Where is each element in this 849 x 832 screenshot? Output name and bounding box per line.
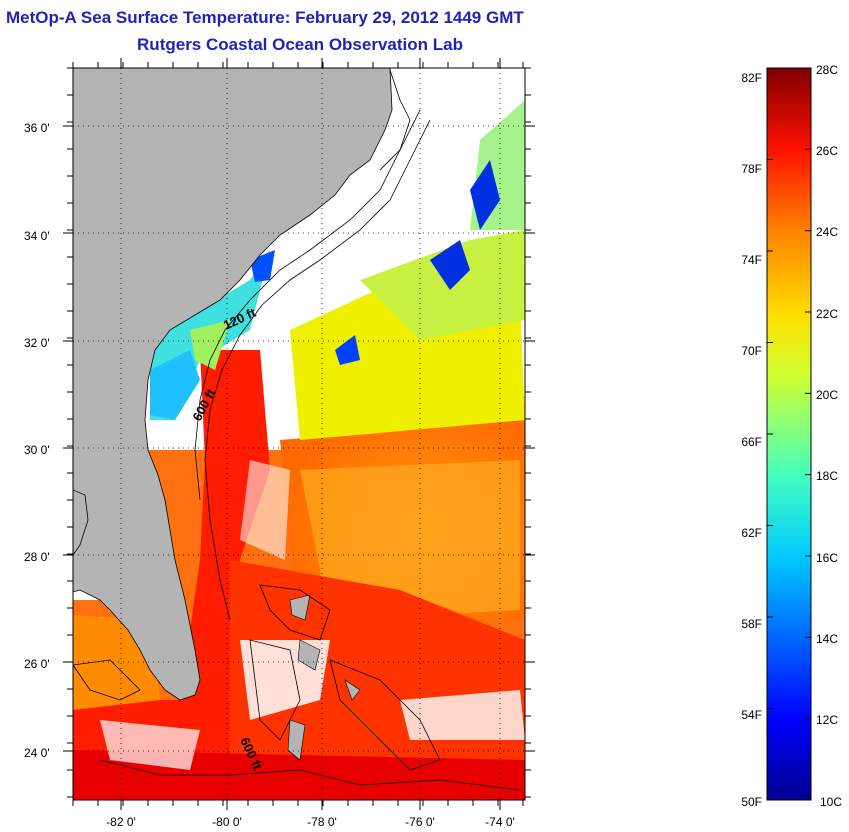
longitude-labels: -82 0' -80 0' -78 0' -76 0' -74 0' bbox=[106, 815, 515, 829]
colorbar-f-label: 82F bbox=[741, 71, 762, 85]
colorbar-c-label: 28C bbox=[816, 63, 838, 77]
lat-label: 34 0' bbox=[24, 229, 50, 243]
colorbar-c-label: 12C bbox=[816, 713, 838, 727]
colorbar-gradient bbox=[766, 67, 812, 801]
map-ticks bbox=[63, 58, 535, 810]
colorbar-c-label: 10C bbox=[820, 795, 842, 809]
lat-label: 28 0' bbox=[24, 550, 50, 564]
sst-green-yellow-region bbox=[360, 230, 525, 340]
colorbar-f-label: 50F bbox=[741, 795, 762, 809]
colorbar-f-label: 58F bbox=[741, 617, 762, 631]
cold-filament-1 bbox=[430, 240, 470, 290]
lat-label: 32 0' bbox=[24, 336, 50, 350]
lat-label: 24 0' bbox=[24, 746, 50, 760]
lat-label: 36 0' bbox=[24, 121, 50, 135]
colorbar-c-label: 14C bbox=[816, 632, 838, 646]
outer-banks bbox=[379, 69, 411, 171]
colorbar-ticks bbox=[767, 67, 811, 801]
bahamas-islands bbox=[287, 594, 361, 761]
latitude-labels: 36 0' 34 0' 32 0' 30 0' 28 0' 26 0' 24 0… bbox=[24, 121, 50, 760]
colorbar-f-label: 78F bbox=[741, 162, 762, 176]
colorbar-c-label: 20C bbox=[816, 388, 838, 402]
cloud-gap-5 bbox=[240, 460, 290, 560]
colorbar-c-label: 26C bbox=[816, 144, 838, 158]
map-subtitle: Rutgers Coastal Ocean Observation Lab bbox=[137, 35, 463, 54]
cloud-gap-3 bbox=[400, 690, 525, 740]
lat-label: 30 0' bbox=[24, 443, 50, 457]
colorbar-c-label: 16C bbox=[816, 551, 838, 565]
colorbar-c-label: 24C bbox=[816, 225, 838, 239]
lon-label: -74 0' bbox=[485, 815, 515, 829]
lon-label: -80 0' bbox=[212, 815, 242, 829]
cold-filament-3 bbox=[335, 335, 360, 365]
colorbar-f-label: 66F bbox=[741, 435, 762, 449]
map-frame bbox=[72, 67, 526, 801]
colorbar-c-label: 22C bbox=[816, 307, 838, 321]
colorbar-f-label: 74F bbox=[741, 253, 762, 267]
land-mass bbox=[73, 68, 393, 701]
bathymetry-contours bbox=[73, 109, 521, 791]
sst-blue-shelf bbox=[150, 350, 200, 420]
lon-label: -82 0' bbox=[106, 815, 136, 829]
map-panel bbox=[73, 68, 525, 800]
colorbar: 82F 78F 74F 70F 66F 62F 58F 54F 50F 28C … bbox=[741, 63, 842, 809]
colorbar-f-label: 54F bbox=[741, 708, 762, 722]
graticule bbox=[73, 68, 525, 800]
colorbar-f-label: 70F bbox=[741, 344, 762, 358]
colorbar-c-label: 18C bbox=[816, 469, 838, 483]
cold-filament-2 bbox=[470, 160, 500, 230]
lon-label: -78 0' bbox=[307, 815, 337, 829]
sst-light-orange-region bbox=[300, 460, 520, 620]
gulf-stream-band bbox=[73, 350, 270, 800]
colorbar-f-label: 62F bbox=[741, 526, 762, 540]
map-title: MetOp-A Sea Surface Temperature: Februar… bbox=[6, 8, 524, 27]
lat-label: 26 0' bbox=[24, 657, 50, 671]
cloud-gap-4 bbox=[100, 720, 200, 770]
sst-green-shelf bbox=[190, 320, 230, 370]
lon-label: -76 0' bbox=[405, 815, 435, 829]
sst-field bbox=[73, 100, 525, 800]
